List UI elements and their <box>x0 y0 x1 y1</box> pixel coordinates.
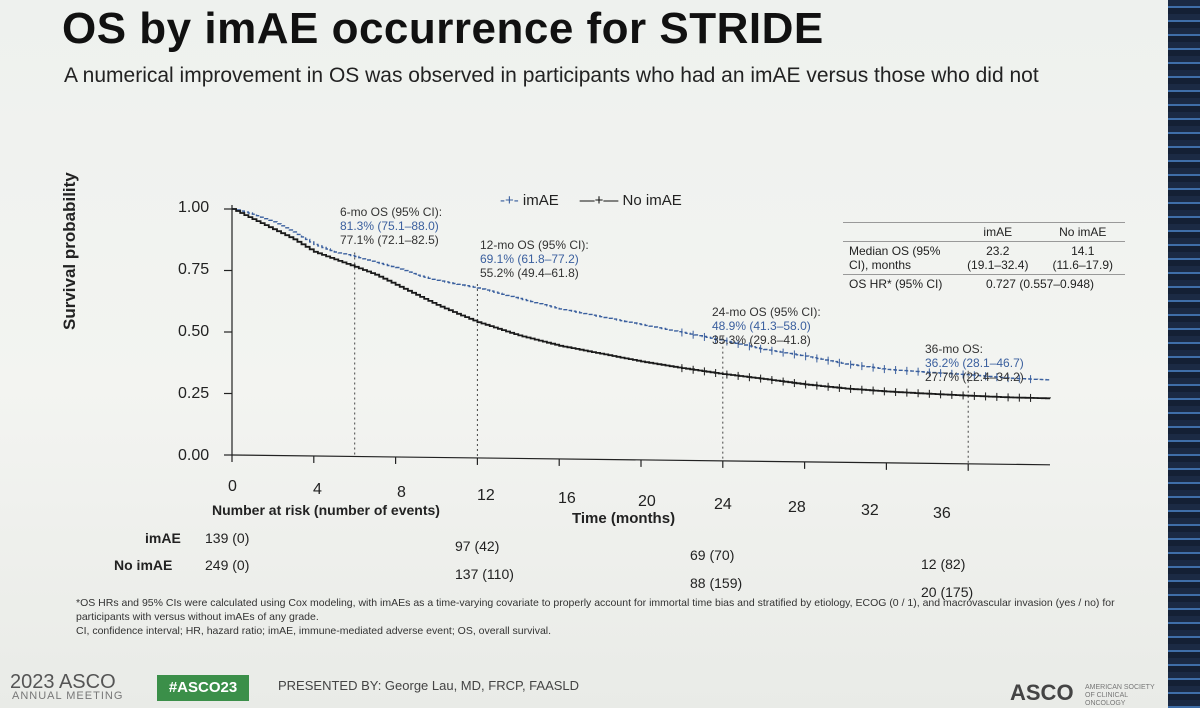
x-tick-label: 36 <box>933 505 951 522</box>
risk-noimae-label: No imAE <box>114 557 173 573</box>
annotation-noimae: 27.7% (22.4–34.2) <box>925 370 1024 384</box>
x-tick-label: 32 <box>861 502 879 519</box>
annotation-noimae: 77.1% (72.1–82.5) <box>340 233 439 247</box>
km-curve-noimae <box>232 208 1051 400</box>
y-tick-label: 0.25 <box>178 385 210 402</box>
axes <box>224 205 1051 471</box>
annotation-imae: 69.1% (61.8–77.2) <box>480 252 579 266</box>
x-tick-label: 28 <box>788 499 806 516</box>
risk-imae-12: 97 (42) <box>455 538 500 554</box>
footnote-line2: CI, confidence interval; HR, hazard rati… <box>76 625 552 637</box>
summary-table: imAE No imAE Median OS (95% CI), months … <box>843 222 1125 293</box>
footnote: *OS HRs and 95% CIs were calculated usin… <box>76 596 1116 638</box>
legend-imae-label: imAE <box>522 192 559 209</box>
summary-median-imae-ci: (19.1–32.4) <box>967 258 1029 272</box>
x-tick-label: 16 <box>558 490 576 507</box>
asco-society-name: AMERICAN SOCIETY OF CLINICAL ONCOLOGY <box>1085 684 1155 707</box>
y-tick-label: 0.50 <box>178 323 210 340</box>
annotation-noimae: 55.2% (49.4–61.8) <box>480 266 579 280</box>
asco-logo: ASCO <box>1010 680 1074 705</box>
legend: -+- imAE —+— No imAE <box>500 192 682 209</box>
y-tick-label: 0.00 <box>178 447 210 464</box>
risk-noimae-24: 88 (159) <box>690 575 743 591</box>
legend-noimae-marker: —+— <box>579 192 619 209</box>
risk-imae-24: 69 (70) <box>690 547 735 563</box>
annotation-imae: 36.2% (28.1–46.7) <box>925 356 1024 370</box>
footer-annual-meeting: ANNUAL MEETING <box>12 690 124 702</box>
annotation-noimae: 35.3% (29.8–41.8) <box>712 333 811 347</box>
annotation-24mo: 24-mo OS (95% CI): 48.9% (41.3–58.0) 35.… <box>712 305 821 347</box>
km-curve-imae <box>232 208 1051 381</box>
risk-table-title: Number at risk (number of events) <box>212 502 440 518</box>
slide: OS by imAE occurrence for STRIDE A numer… <box>0 0 1168 708</box>
x-tick-label: 8 <box>397 484 406 501</box>
summary-col-imae: imAE <box>983 225 1013 239</box>
x-tick-label: 20 <box>638 493 656 510</box>
y-tick-label: 1.00 <box>178 199 210 216</box>
slide-title: OS by imAE occurrence for STRIDE <box>62 4 824 53</box>
risk-imae-label: imAE <box>145 530 181 546</box>
survival-curves <box>232 208 1051 402</box>
summary-hr-label: OS HR* (95% CI) <box>849 277 943 291</box>
annotation-6mo: 6-mo OS (95% CI): 81.3% (75.1–88.0) 77.1… <box>340 205 442 247</box>
annotation-imae: 81.3% (75.1–88.0) <box>340 219 439 233</box>
summary-hr-value: 0.727 (0.557–0.948) <box>985 277 1095 291</box>
reference-lines <box>354 252 969 464</box>
x-tick-label: 4 <box>313 481 322 498</box>
summary-median-label: Median OS (95% CI), months <box>849 244 941 272</box>
legend-imae-marker: -+- <box>500 192 519 209</box>
summary-median-imae: 23.2 <box>986 244 1010 258</box>
footer-asco-year: 2023 ASCO <box>10 671 116 693</box>
risk-noimae-36: 20 (175) <box>921 584 974 600</box>
x-tick-label: 24 <box>714 496 732 513</box>
annotation-36mo: 36-mo OS: 36.2% (28.1–46.7) 27.7% (22.4–… <box>925 342 1024 384</box>
risk-imae-0: 139 (0) <box>205 530 250 546</box>
annotation-label: 12-mo OS (95% CI): <box>480 238 589 252</box>
footer-hashtag: #ASCO23 <box>157 675 249 701</box>
annotation-label: 6-mo OS (95% CI): <box>340 205 443 219</box>
annotation-12mo: 12-mo OS (95% CI): 69.1% (61.8–77.2) 55.… <box>480 238 589 280</box>
risk-imae-36: 12 (82) <box>921 556 966 572</box>
x-tick-label: 0 <box>228 478 237 495</box>
summary-col-noimae: No imAE <box>1059 225 1107 239</box>
footnote-line1: *OS HRs and 95% CIs were calculated usin… <box>76 597 1115 623</box>
annotation-label: 24-mo OS (95% CI): <box>712 305 821 319</box>
y-tick-label: 0.75 <box>178 261 210 278</box>
annotation-imae: 48.9% (41.3–58.0) <box>712 319 811 333</box>
summary-median-noimae: 14.1 <box>1071 244 1095 258</box>
x-axis-label: Time (months) <box>572 510 676 527</box>
km-plot <box>224 205 1051 471</box>
annotation-label: 36-mo OS: <box>925 342 984 356</box>
risk-noimae-0: 249 (0) <box>205 557 250 573</box>
legend-noimae-label: No imAE <box>622 192 682 209</box>
footer-presenter: PRESENTED BY: George Lau, MD, FRCP, FAAS… <box>278 678 580 693</box>
risk-noimae-12: 137 (110) <box>455 566 514 582</box>
x-tick-label: 12 <box>477 487 495 504</box>
summary-median-noimae-ci: (11.6–17.9) <box>1052 258 1114 272</box>
background-right-edge <box>1168 0 1200 708</box>
slide-subtitle: A numerical improvement in OS was observ… <box>64 64 1039 87</box>
